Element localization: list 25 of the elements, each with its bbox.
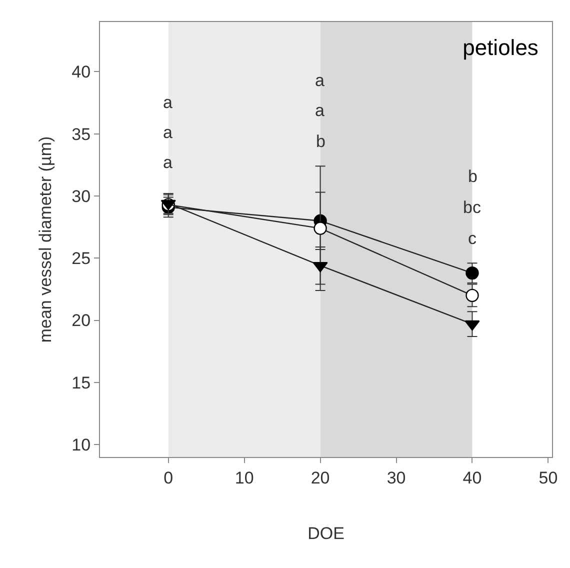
y-tick-label: 10: [72, 436, 91, 455]
y-tick-label: 20: [72, 311, 91, 330]
annotation: a: [163, 93, 173, 112]
annotation: a: [315, 101, 325, 120]
x-tick-label: 20: [310, 468, 330, 488]
x-tick-label: 40: [462, 468, 482, 488]
x-tick-label: 30: [386, 468, 406, 488]
y-tick-label: 15: [72, 373, 91, 392]
annotation: b: [316, 132, 326, 151]
annotation: c: [468, 229, 477, 248]
y-tick-label: 40: [72, 62, 91, 82]
x-tick-label: 0: [164, 468, 174, 488]
annotation: a: [163, 153, 173, 172]
annotation: b: [468, 167, 478, 186]
x-axis-title: DOE: [308, 524, 344, 543]
annotation: a: [163, 123, 173, 142]
x-tick-label: 50: [538, 468, 558, 488]
y-tick-label: 25: [72, 249, 91, 268]
y-axis-title: mean vessel diameter (µm): [36, 136, 56, 343]
annotation: bc: [463, 198, 482, 217]
y-tick-label: 35: [72, 124, 91, 144]
x-tick-label: 10: [234, 468, 254, 488]
annotation: a: [315, 71, 325, 90]
text: petioles: [462, 35, 538, 60]
y-tick-label: 30: [72, 186, 91, 206]
